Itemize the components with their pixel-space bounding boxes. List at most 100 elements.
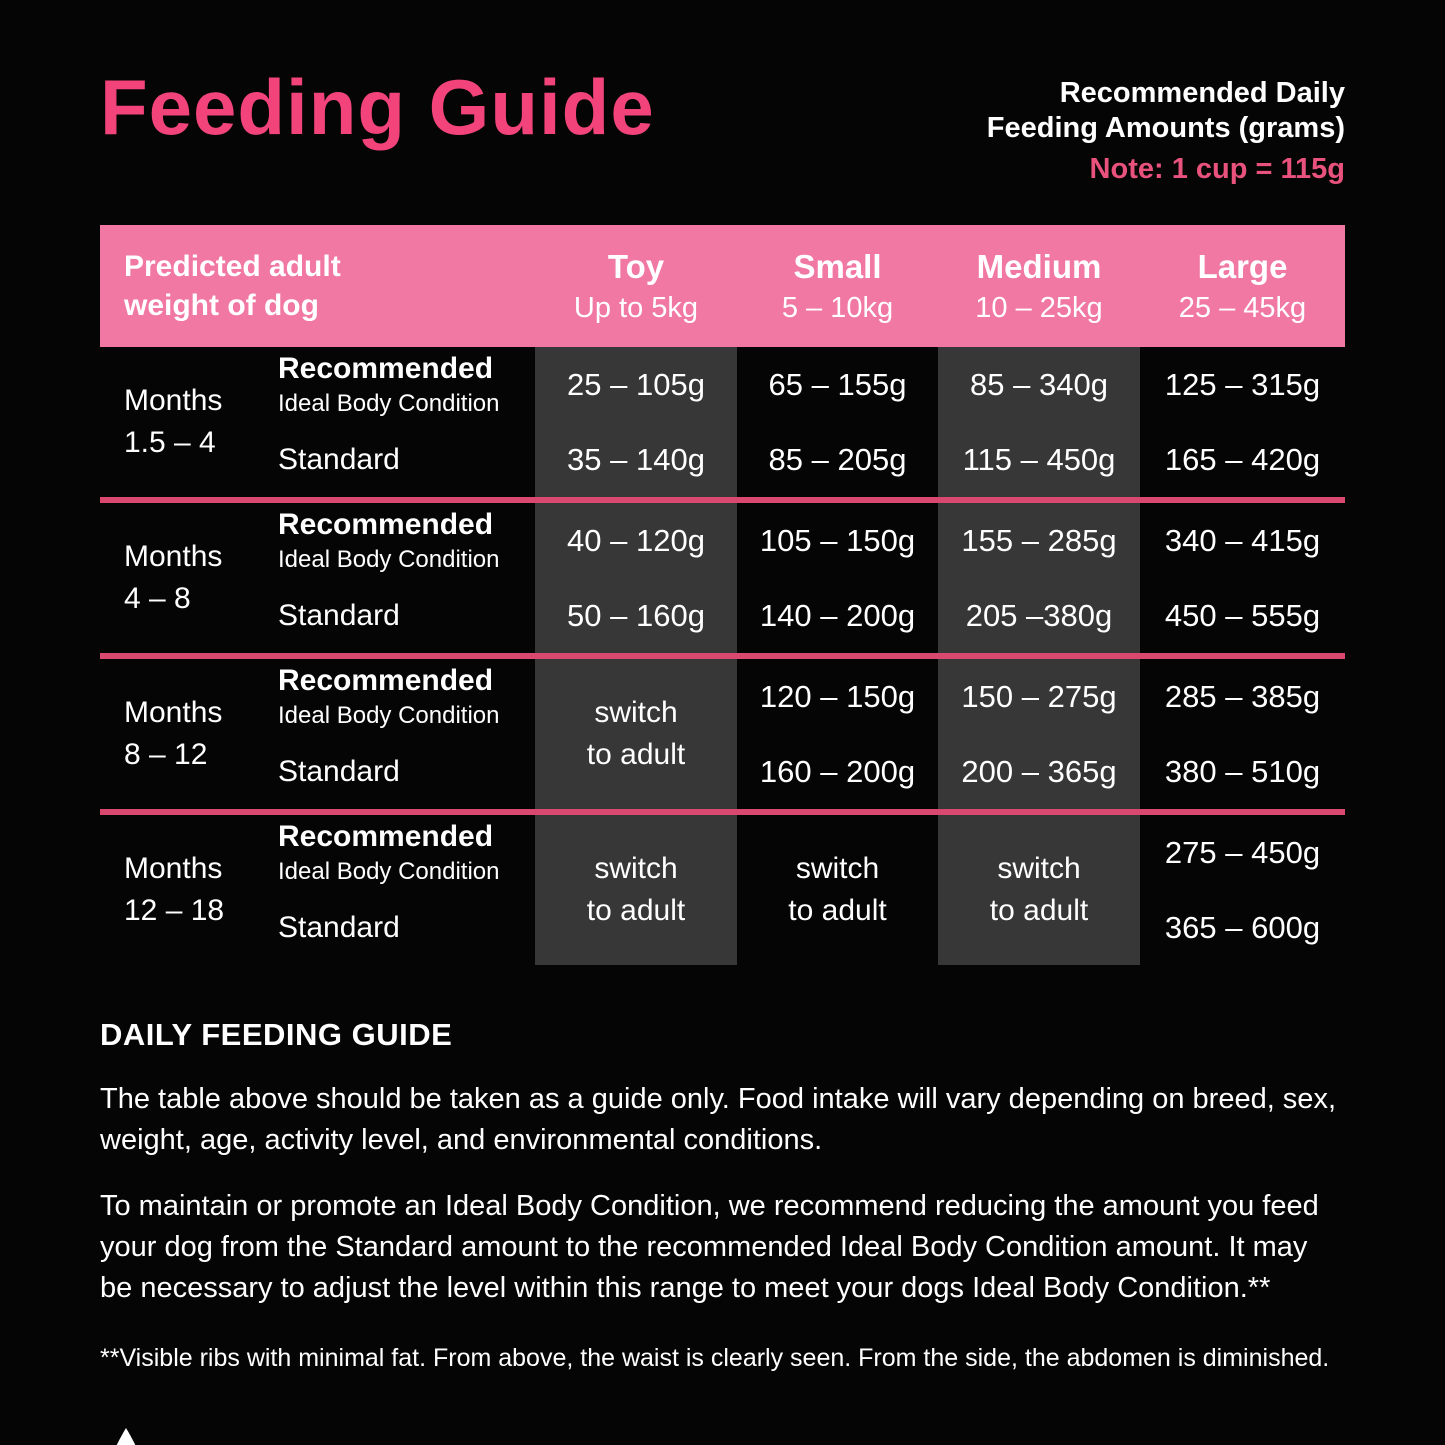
switch-line1: switch bbox=[594, 695, 678, 729]
cell-value: 155 – 285g bbox=[961, 522, 1117, 558]
switch-line2: to adult bbox=[586, 894, 686, 928]
cell-value: 125 – 315g bbox=[1164, 366, 1321, 402]
cell-value: 50 – 160g bbox=[567, 597, 705, 633]
cell-value: 160 – 200g bbox=[759, 753, 916, 789]
cell-value: 205 –380g bbox=[965, 597, 1113, 633]
switch-line1: switch bbox=[594, 851, 678, 885]
standard-row-label: Standard bbox=[278, 910, 400, 944]
cell-value: 115 – 450g bbox=[962, 441, 1116, 477]
column-header-medium-label: Medium bbox=[976, 247, 1102, 285]
switch-line1: switch bbox=[795, 851, 880, 885]
feeding-table: Predicted adult weight of dog Toy Up to … bbox=[100, 225, 1345, 966]
standard-row-label: Standard bbox=[278, 754, 400, 788]
cell-value: 35 – 140g bbox=[567, 441, 705, 477]
months-label: Months 1.5 – 4 bbox=[100, 347, 278, 497]
months-word: Months bbox=[124, 852, 223, 886]
column-header-small: Small 5 – 10kg bbox=[737, 247, 938, 325]
cell-value: 85 – 340g bbox=[970, 366, 1108, 402]
table-row-group-months-8-12: Months 8 – 12 Recommended Ideal Body Con… bbox=[100, 659, 1345, 809]
cell-value: 120 – 150g bbox=[759, 678, 916, 714]
months-range: 1.5 – 4 bbox=[124, 426, 216, 460]
recommended-subtitle: Ideal Body Condition bbox=[278, 545, 500, 573]
guide-paragraph-1: The table above should be taken as a gui… bbox=[100, 1083, 1336, 1156]
switch-to-adult-cell: switch to adult bbox=[535, 815, 737, 965]
cell-value: 65 – 155g bbox=[768, 366, 907, 402]
recommended-subtitle: Ideal Body Condition bbox=[278, 857, 500, 885]
column-header-small-label: Small bbox=[793, 247, 882, 285]
cell-value: 105 – 150g bbox=[759, 522, 916, 558]
table-row-group-months-1-5-4: Months 1.5 – 4 Recommended Ideal Body Co… bbox=[100, 347, 1345, 497]
column-header-medium-range: 10 – 25kg bbox=[975, 291, 1103, 324]
header-right-line1: Recommended Daily bbox=[1059, 77, 1345, 109]
daily-feeding-guide-heading: DAILY FEEDING GUIDE bbox=[100, 1017, 453, 1053]
switch-to-adult-cell: switch to adult bbox=[938, 815, 1140, 965]
guide-paragraph-2: To maintain or promote an Ideal Body Con… bbox=[100, 1190, 1319, 1304]
cell-value: 25 – 105g bbox=[567, 366, 705, 402]
recommended-subtitle: Ideal Body Condition bbox=[278, 389, 500, 417]
switch-to-adult-cell: switch to adult bbox=[737, 815, 938, 965]
cell-value: 450 – 555g bbox=[1164, 597, 1321, 633]
cell-value: 165 – 420g bbox=[1164, 441, 1321, 477]
months-label: Months 8 – 12 bbox=[100, 659, 278, 809]
cell-value: 40 – 120g bbox=[567, 522, 705, 558]
column-header-medium: Medium 10 – 25kg bbox=[938, 247, 1140, 325]
column-header-large: Large 25 – 45kg bbox=[1140, 247, 1345, 325]
months-word: Months bbox=[124, 540, 223, 574]
footnote: **Visible ribs with minimal fat. From ab… bbox=[100, 1344, 1330, 1373]
header-right-line2: Feeding Amounts (grams) bbox=[986, 112, 1345, 145]
water-drop-icon bbox=[116, 1427, 136, 1445]
row-divider bbox=[100, 497, 1345, 504]
recommended-title: Recommended bbox=[278, 664, 494, 698]
row-divider bbox=[100, 809, 1345, 816]
switch-to-adult-cell: switch to adult bbox=[535, 659, 737, 809]
months-label: Months 12 – 18 bbox=[100, 815, 278, 965]
switch-line2: to adult bbox=[989, 894, 1089, 928]
footer-section: DAILY FEEDING GUIDE The table above shou… bbox=[0, 1017, 1445, 1445]
recommended-row-label: Recommended Ideal Body Condition bbox=[278, 815, 535, 890]
standard-row-label: Standard bbox=[278, 442, 400, 476]
table-row-group-months-4-8: Months 4 – 8 Recommended Ideal Body Cond… bbox=[100, 503, 1345, 653]
table-header-bar: Predicted adult weight of dog Toy Up to … bbox=[100, 225, 1345, 348]
recommended-title: Recommended bbox=[278, 352, 494, 386]
switch-line1: switch bbox=[997, 851, 1081, 885]
cell-value: 380 – 510g bbox=[1164, 753, 1321, 789]
switch-line2: to adult bbox=[788, 894, 887, 928]
months-range: 12 – 18 bbox=[124, 894, 225, 928]
recommended-title: Recommended bbox=[278, 820, 494, 854]
corner-header: Predicted adult weight of dog bbox=[100, 247, 535, 326]
important-note: IMPORTANT Always have fresh, clean water… bbox=[100, 1426, 1345, 1445]
corner-header-line1: Predicted adult bbox=[124, 249, 341, 283]
page-title: Feeding Guide bbox=[100, 63, 655, 151]
cell-value: 150 – 275g bbox=[961, 678, 1117, 714]
cell-value: 200 – 365g bbox=[961, 753, 1117, 789]
cell-value: 140 – 200g bbox=[759, 597, 916, 633]
recommended-row-label: Recommended Ideal Body Condition bbox=[278, 659, 535, 734]
cell-value: 85 – 205g bbox=[768, 441, 907, 477]
corner-header-line2: weight of dog bbox=[124, 289, 319, 323]
recommended-row-label: Recommended Ideal Body Condition bbox=[278, 503, 535, 578]
header-right-note: Recommended Daily Feeding Amounts (grams… bbox=[987, 76, 1345, 187]
months-range: 8 – 12 bbox=[124, 738, 208, 772]
months-word: Months bbox=[124, 384, 223, 418]
cell-value: 285 – 385g bbox=[1164, 678, 1321, 714]
cell-value: 340 – 415g bbox=[1164, 522, 1321, 558]
column-header-large-range: 25 – 45kg bbox=[1178, 291, 1307, 324]
cell-value: 275 – 450g bbox=[1164, 834, 1321, 870]
standard-row-label: Standard bbox=[278, 598, 400, 632]
column-header-toy: Toy Up to 5kg bbox=[535, 247, 737, 325]
cup-conversion-note: Note: 1 cup = 115g bbox=[1089, 152, 1345, 185]
column-header-large-label: Large bbox=[1197, 247, 1288, 285]
table-body: Months 1.5 – 4 Recommended Ideal Body Co… bbox=[100, 347, 1345, 966]
months-label: Months 4 – 8 bbox=[100, 503, 278, 653]
switch-line2: to adult bbox=[586, 738, 686, 772]
table-row-group-months-12-18: Months 12 – 18 Recommended Ideal Body Co… bbox=[100, 815, 1345, 965]
column-header-toy-label: Toy bbox=[607, 247, 665, 285]
recommended-row-label: Recommended Ideal Body Condition bbox=[278, 347, 535, 422]
months-range: 4 – 8 bbox=[124, 582, 191, 616]
cell-value: 365 – 600g bbox=[1164, 909, 1321, 945]
row-divider bbox=[100, 653, 1345, 660]
recommended-title: Recommended bbox=[278, 508, 494, 542]
column-header-small-range: 5 – 10kg bbox=[781, 291, 894, 324]
column-header-toy-range: Up to 5kg bbox=[573, 291, 699, 324]
